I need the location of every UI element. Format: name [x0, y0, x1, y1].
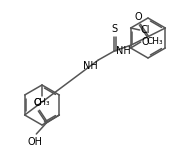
Text: O: O [33, 98, 41, 108]
Text: OH: OH [28, 137, 43, 147]
Text: Cl: Cl [141, 25, 150, 35]
Text: NH: NH [83, 61, 97, 71]
Text: CH₃: CH₃ [34, 98, 50, 107]
Text: O: O [142, 37, 149, 47]
Text: CH₃: CH₃ [147, 38, 163, 47]
Text: NH: NH [116, 46, 130, 56]
Text: S: S [111, 24, 117, 34]
Text: O: O [134, 12, 142, 22]
